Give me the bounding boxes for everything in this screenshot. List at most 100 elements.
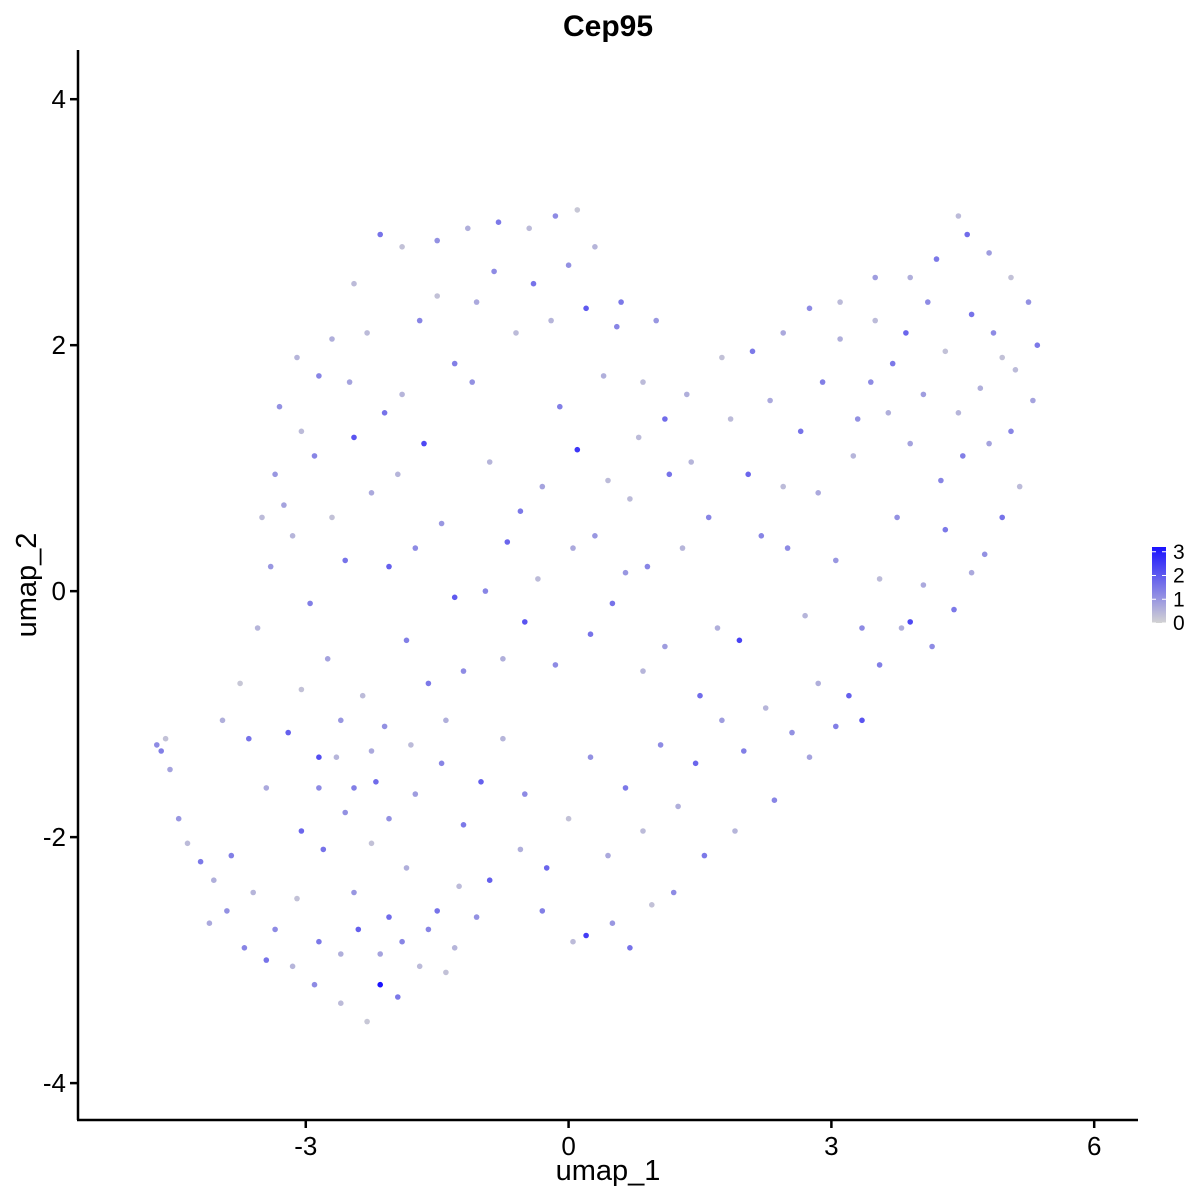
cell-point <box>920 391 927 398</box>
cell-point <box>219 717 226 724</box>
cell-point <box>368 490 375 496</box>
cell-point <box>614 323 620 330</box>
cell-point <box>574 446 581 453</box>
cell-point <box>859 717 865 724</box>
cell-point <box>298 428 305 435</box>
cell-point <box>434 293 441 299</box>
cell-point <box>316 754 322 760</box>
cell-point <box>587 631 594 637</box>
cell-point <box>964 231 970 238</box>
cell-point <box>692 760 699 767</box>
cell-point <box>224 908 230 914</box>
cell-point <box>876 576 883 582</box>
cell-point <box>714 625 721 631</box>
cell-point <box>938 477 944 484</box>
x-tick-label: 0 <box>561 1131 575 1161</box>
legend-colorbar <box>1152 547 1166 623</box>
cell-point <box>162 735 169 742</box>
cell-point <box>377 951 384 957</box>
cell-point <box>395 994 401 1000</box>
cell-point <box>351 434 357 441</box>
legend-tick-label: 1 <box>1173 588 1185 611</box>
cell-point <box>359 692 366 699</box>
cell-point <box>762 705 769 711</box>
cell-point <box>377 981 384 988</box>
cell-point <box>644 563 651 570</box>
scatter-points <box>154 207 1041 1025</box>
cell-point <box>539 483 546 490</box>
cell-point <box>627 496 633 502</box>
cell-point <box>679 545 686 551</box>
cell-point <box>473 299 480 305</box>
cell-point <box>294 895 300 902</box>
cell-point <box>767 397 773 404</box>
cell-point <box>281 502 287 508</box>
cell-point <box>889 360 896 367</box>
cell-point <box>749 348 756 355</box>
cell-point <box>574 207 581 213</box>
cell-point <box>797 428 804 435</box>
cell-point <box>421 440 427 447</box>
cell-point <box>670 889 677 896</box>
cell-point <box>486 877 493 883</box>
cell-point <box>522 791 528 797</box>
y-tick-label: -2 <box>43 822 66 852</box>
cell-point <box>351 280 357 287</box>
cell-point <box>854 416 861 422</box>
cell-point <box>399 244 405 250</box>
cell-point <box>408 742 414 748</box>
cell-point <box>530 280 537 287</box>
cell-point <box>609 600 616 607</box>
x-tick-label: 6 <box>1087 1131 1101 1161</box>
cell-point <box>451 945 458 951</box>
cell-point <box>1008 274 1014 281</box>
legend-tick-label: 2 <box>1173 565 1185 588</box>
cell-point <box>517 846 524 853</box>
cell-point <box>416 317 423 324</box>
cell-point <box>552 213 559 219</box>
cell-point <box>254 625 261 631</box>
cell-point <box>955 213 962 219</box>
cell-point <box>346 379 353 385</box>
cell-point <box>898 625 905 631</box>
cell-point <box>438 760 445 767</box>
cell-point <box>307 600 313 607</box>
cell-point <box>416 963 423 970</box>
cell-point <box>543 865 550 871</box>
cell-point <box>412 545 419 551</box>
cell-point <box>627 945 633 951</box>
cell-point <box>872 274 878 281</box>
cell-point <box>272 926 278 933</box>
cell-point <box>338 1000 344 1006</box>
cell-point <box>329 336 335 342</box>
cell-point <box>640 379 646 385</box>
cell-point <box>933 256 940 262</box>
cell-point <box>403 637 410 644</box>
cell-point <box>368 748 375 754</box>
cell-point <box>666 471 673 478</box>
cell-point <box>241 945 248 951</box>
cell-point <box>876 662 883 668</box>
cell-point <box>907 440 913 447</box>
cell-point <box>758 533 765 539</box>
cell-point <box>732 828 738 834</box>
cell-point <box>565 815 572 822</box>
cell-point <box>552 662 559 668</box>
cell-point <box>399 391 405 398</box>
cell-point <box>977 385 984 392</box>
cell-point <box>364 330 370 336</box>
cell-point <box>311 453 318 459</box>
cell-point <box>1008 428 1014 435</box>
cell-point <box>662 643 668 650</box>
cell-point <box>351 785 357 791</box>
cell-point <box>1016 483 1023 490</box>
cell-point <box>351 889 357 896</box>
cell-point <box>316 373 322 379</box>
cell-point <box>289 533 296 539</box>
cell-point <box>211 877 217 883</box>
cell-point <box>311 981 318 988</box>
cell-point <box>486 459 493 465</box>
cell-point <box>548 317 554 324</box>
cell-point <box>460 668 467 674</box>
cell-point <box>837 336 843 342</box>
